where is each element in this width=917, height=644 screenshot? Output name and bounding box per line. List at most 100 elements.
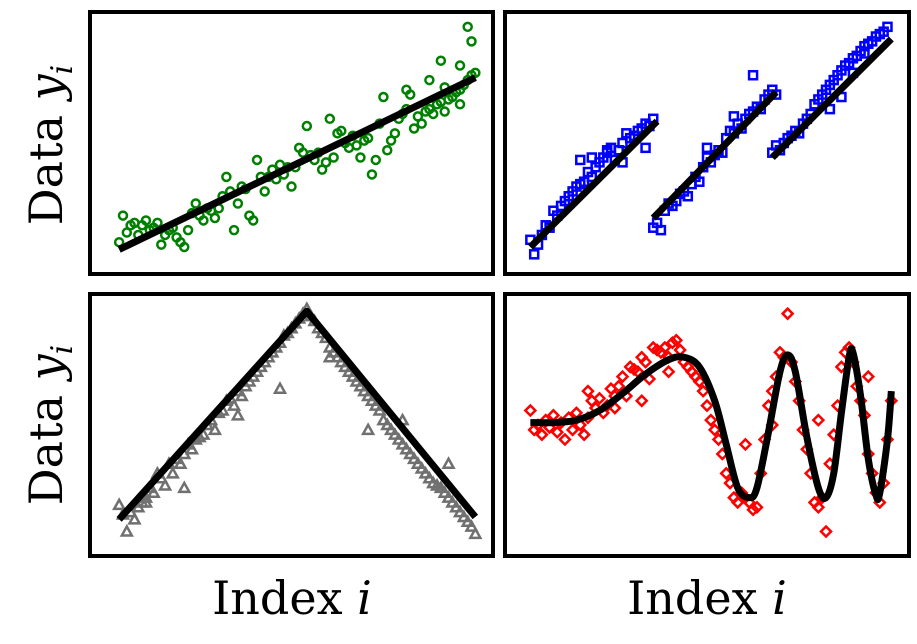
data-point [665,335,680,350]
data-point [640,142,651,154]
data-point [441,490,456,503]
data-point [730,495,745,510]
data-point [117,210,129,221]
data-point [403,446,418,460]
data-point [232,198,244,209]
data-point [328,152,339,163]
data-point [184,441,200,455]
data-point [811,413,826,427]
data-point [368,398,383,411]
data-point [209,212,221,224]
data-point [138,494,154,508]
data-point [345,369,360,382]
data-point [824,103,836,115]
data-point [230,407,246,421]
data-point [406,451,422,465]
data-point [357,383,372,397]
data-point [372,402,387,416]
data-point [146,485,161,499]
data-point [669,333,684,348]
data-point [324,113,336,125]
data-point [433,480,448,494]
data-point [226,398,242,411]
data-point [179,241,190,253]
data-point [351,140,362,151]
data-point [550,425,565,440]
data-point [182,224,194,236]
fit-curve [530,344,895,504]
data-point [460,514,475,528]
data-point [320,157,332,168]
data-point [470,67,481,79]
data-point [581,384,595,398]
data-point [466,36,477,47]
data-point [780,306,795,321]
data-point [408,123,420,134]
data-point [427,108,439,120]
data-point [746,502,760,517]
data-point [322,349,337,363]
data-point [177,480,192,494]
data-point [437,485,452,499]
data-point [362,132,374,144]
data-point [341,364,357,378]
data-point [418,465,433,479]
data-point [360,422,376,436]
data-point [615,369,630,384]
data-point [601,145,613,156]
panel-bottom-right [503,292,911,558]
xlabel-left: Index i [212,571,372,625]
data-point [468,526,483,540]
data-point [696,384,710,398]
fit-bottom-left [116,307,479,522]
panel-top-left [88,10,495,276]
data-point [234,388,249,402]
panel-top-right [503,10,911,276]
data-point [634,394,649,408]
fit-top-left [117,74,477,253]
data-point [366,169,378,180]
data-point [399,441,414,455]
data-point [657,340,672,355]
data-point [464,519,479,532]
data-point [196,427,211,440]
data-point [395,436,410,450]
data-point [355,152,366,163]
data-point [349,373,364,387]
data-point [456,509,471,523]
data-point [391,431,406,445]
data-point [286,181,297,192]
data-point [682,190,694,202]
data-point [336,125,347,137]
data-point [586,152,598,163]
data-point [528,249,540,260]
data-point [655,224,667,236]
data-point [382,145,393,156]
data-point [140,215,152,226]
data-point [272,381,288,394]
data-point [376,412,391,426]
data-point [380,417,395,431]
data-point [704,413,718,427]
data-point [750,500,764,515]
data-point [198,215,209,226]
data-point [558,432,572,447]
fit-segment-3 [769,36,894,160]
data-point [228,224,240,236]
data-point [861,369,876,384]
data-point [701,142,713,154]
data-point [360,388,376,402]
data-point [435,55,447,66]
panel-bottom-left [88,292,495,558]
data-point [112,497,127,511]
data-point [445,494,460,508]
data-point [353,378,368,392]
data-point [165,465,180,479]
xlabel-right: Index i [627,571,787,625]
data-point [439,106,450,117]
data-point [811,500,826,515]
data-point [152,217,163,229]
data-point [747,69,759,81]
data-point [207,422,223,436]
